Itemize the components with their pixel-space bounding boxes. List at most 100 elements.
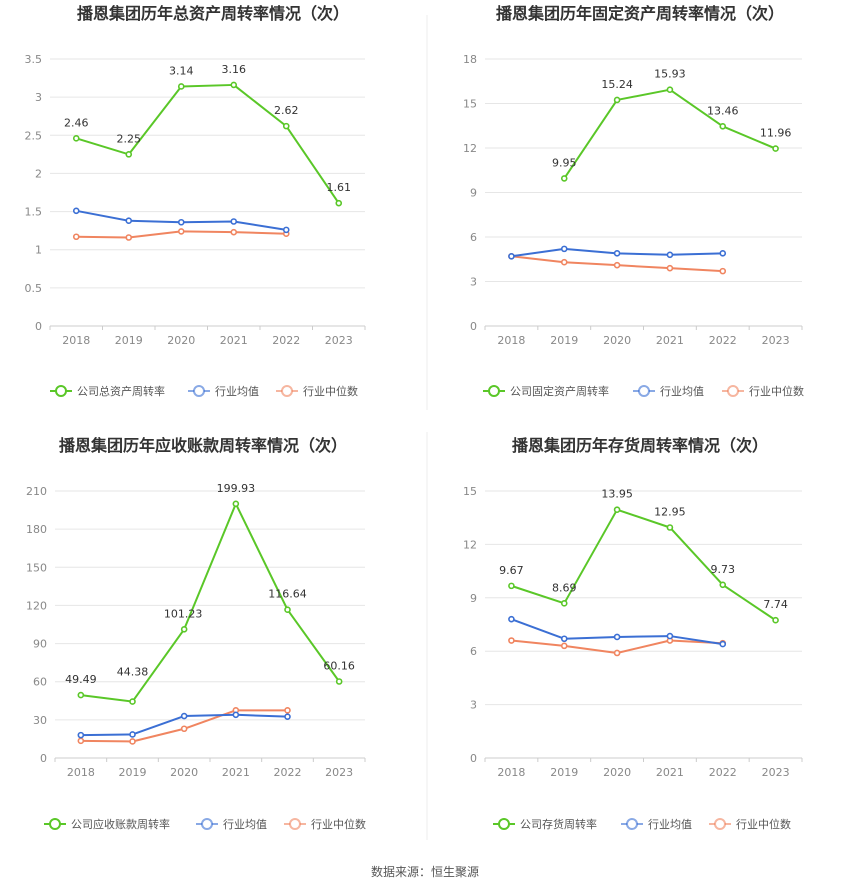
y-tick-label: 120 — [26, 599, 47, 612]
series-line-company — [511, 508, 777, 622]
data-point-median[interactable] — [613, 649, 621, 657]
legend-swatch-marker — [498, 818, 510, 830]
data-point-median[interactable] — [72, 233, 80, 241]
data-point-company[interactable] — [772, 616, 779, 624]
data-point-median[interactable] — [560, 642, 568, 650]
legend-item-average[interactable]: 行业均值 — [621, 818, 692, 831]
data-point-average[interactable] — [282, 226, 290, 234]
data-point-average[interactable] — [560, 635, 568, 643]
x-tick-label: 2021 — [656, 334, 684, 347]
data-point-median[interactable] — [125, 234, 133, 241]
data-point-company[interactable] — [613, 96, 621, 104]
data-point-company[interactable] — [719, 581, 727, 589]
data-point-average[interactable] — [232, 711, 240, 719]
data-point-median[interactable] — [180, 725, 188, 733]
legend-item-median[interactable]: 行业中位数 — [276, 384, 358, 398]
data-point-company[interactable] — [719, 123, 727, 130]
data-point-average[interactable] — [719, 640, 727, 648]
legend-swatch-marker — [626, 818, 638, 830]
data-point-average[interactable] — [666, 251, 674, 259]
data-point-median[interactable] — [719, 267, 727, 275]
y-tick-label: 210 — [26, 485, 47, 498]
data-point-company[interactable] — [560, 175, 568, 182]
data-point-median[interactable] — [284, 707, 291, 714]
data-point-company[interactable] — [666, 524, 674, 531]
y-tick-label: 180 — [26, 523, 47, 536]
chart-panel-4: 播恩集团历年存货周转率情况（次） 0 3 6 9 12 15 2018 2019 2020 2021… — [463, 436, 803, 831]
data-point-company[interactable] — [77, 691, 85, 699]
data-point-median[interactable] — [77, 737, 85, 745]
data-point-company[interactable] — [180, 625, 188, 633]
y-tick-label: 6 — [470, 645, 477, 658]
x-tick-label: 2021 — [220, 334, 248, 347]
data-label: 49.49 — [65, 673, 97, 686]
data-point-company[interactable] — [282, 122, 290, 130]
data-point-average[interactable] — [613, 250, 621, 257]
data-point-median[interactable] — [613, 261, 621, 269]
data-point-company[interactable] — [72, 135, 80, 142]
data-point-median[interactable] — [508, 637, 515, 644]
data-point-company[interactable] — [560, 600, 568, 607]
legend-item-company[interactable]: 公司应收账款周转率 — [44, 817, 170, 831]
data-point-average[interactable] — [719, 250, 727, 257]
data-point-average[interactable] — [72, 207, 80, 215]
data-point-average[interactable] — [125, 217, 133, 225]
data-label: 60.16 — [323, 660, 355, 673]
data-label: 116.64 — [268, 588, 307, 601]
y-tick-label: 0 — [35, 320, 42, 333]
data-point-average[interactable] — [230, 218, 238, 225]
legend-item-company[interactable]: 公司固定资产周转率 — [483, 384, 609, 398]
data-point-average[interactable] — [284, 713, 291, 720]
data-point-average[interactable] — [77, 731, 85, 739]
data-label: 1.61 — [327, 181, 352, 194]
data-label: 44.38 — [117, 666, 149, 679]
data-point-company[interactable] — [335, 678, 343, 685]
data-label: 9.95 — [552, 156, 577, 169]
data-point-average[interactable] — [177, 218, 185, 226]
legend-label: 公司存货周转率 — [520, 817, 597, 831]
data-point-company[interactable] — [230, 81, 238, 89]
data-point-company[interactable] — [666, 86, 674, 94]
y-tick-label: 0 — [40, 752, 47, 765]
data-point-company[interactable] — [335, 199, 343, 207]
data-point-company[interactable] — [232, 500, 240, 508]
data-point-average[interactable] — [666, 632, 674, 640]
data-point-company[interactable] — [177, 83, 185, 90]
y-tick-label: 9 — [470, 187, 477, 200]
y-tick-label: 6 — [470, 231, 477, 244]
data-point-company[interactable] — [125, 151, 133, 158]
data-point-average[interactable] — [508, 252, 515, 260]
data-source-footer: 数据来源：恒生聚源 — [371, 864, 479, 879]
data-point-median[interactable] — [560, 258, 568, 266]
data-point-median[interactable] — [129, 738, 136, 745]
data-point-company[interactable] — [613, 506, 621, 513]
data-point-company[interactable] — [129, 698, 136, 705]
data-point-median[interactable] — [177, 228, 185, 235]
data-point-average[interactable] — [613, 633, 621, 641]
chart-title: 播恩集团历年总资产周转率情况（次） — [77, 4, 349, 23]
data-point-company[interactable] — [772, 145, 779, 152]
y-tick-label: 3 — [470, 699, 477, 712]
legend-item-median[interactable]: 行业中位数 — [722, 384, 804, 398]
legend-item-average[interactable]: 行业均值 — [196, 818, 267, 831]
data-point-average[interactable] — [560, 245, 568, 253]
legend-item-company[interactable]: 公司总资产周转率 — [50, 384, 165, 398]
data-point-average[interactable] — [508, 615, 515, 623]
x-tick-label: 2020 — [167, 334, 195, 347]
legend-item-median[interactable]: 行业中位数 — [284, 817, 366, 831]
legend-swatch-marker — [281, 385, 293, 397]
data-point-median[interactable] — [230, 228, 238, 236]
x-tick-label: 2023 — [325, 334, 353, 347]
x-tick-label: 2022 — [272, 334, 300, 347]
data-point-average[interactable] — [129, 731, 136, 738]
data-point-company[interactable] — [508, 582, 515, 590]
data-point-average[interactable] — [180, 712, 188, 720]
legend-item-median[interactable]: 行业中位数 — [709, 817, 791, 831]
y-tick-label: 0.5 — [25, 282, 43, 295]
data-point-company[interactable] — [284, 606, 291, 614]
data-point-median[interactable] — [666, 264, 674, 272]
legend-item-company[interactable]: 公司存货周转率 — [493, 817, 597, 831]
y-tick-label: 2 — [35, 167, 42, 180]
legend-item-average[interactable]: 行业均值 — [188, 385, 259, 398]
legend-item-average[interactable]: 行业均值 — [633, 385, 704, 398]
